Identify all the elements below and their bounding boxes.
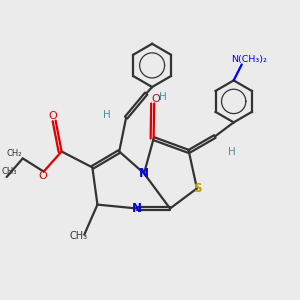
Text: S: S bbox=[193, 182, 201, 195]
Text: CH₂: CH₂ bbox=[7, 148, 22, 158]
Text: O: O bbox=[48, 111, 57, 121]
Text: H: H bbox=[159, 92, 167, 102]
Text: H: H bbox=[103, 110, 110, 120]
Text: CH₃: CH₃ bbox=[2, 167, 17, 176]
Text: O: O bbox=[39, 171, 47, 181]
Text: O: O bbox=[151, 94, 160, 104]
Text: N: N bbox=[139, 167, 149, 180]
Text: N: N bbox=[132, 202, 142, 215]
Text: N(CH₃)₂: N(CH₃)₂ bbox=[231, 55, 267, 64]
Text: CH₃: CH₃ bbox=[70, 231, 88, 241]
Text: H: H bbox=[228, 147, 236, 158]
